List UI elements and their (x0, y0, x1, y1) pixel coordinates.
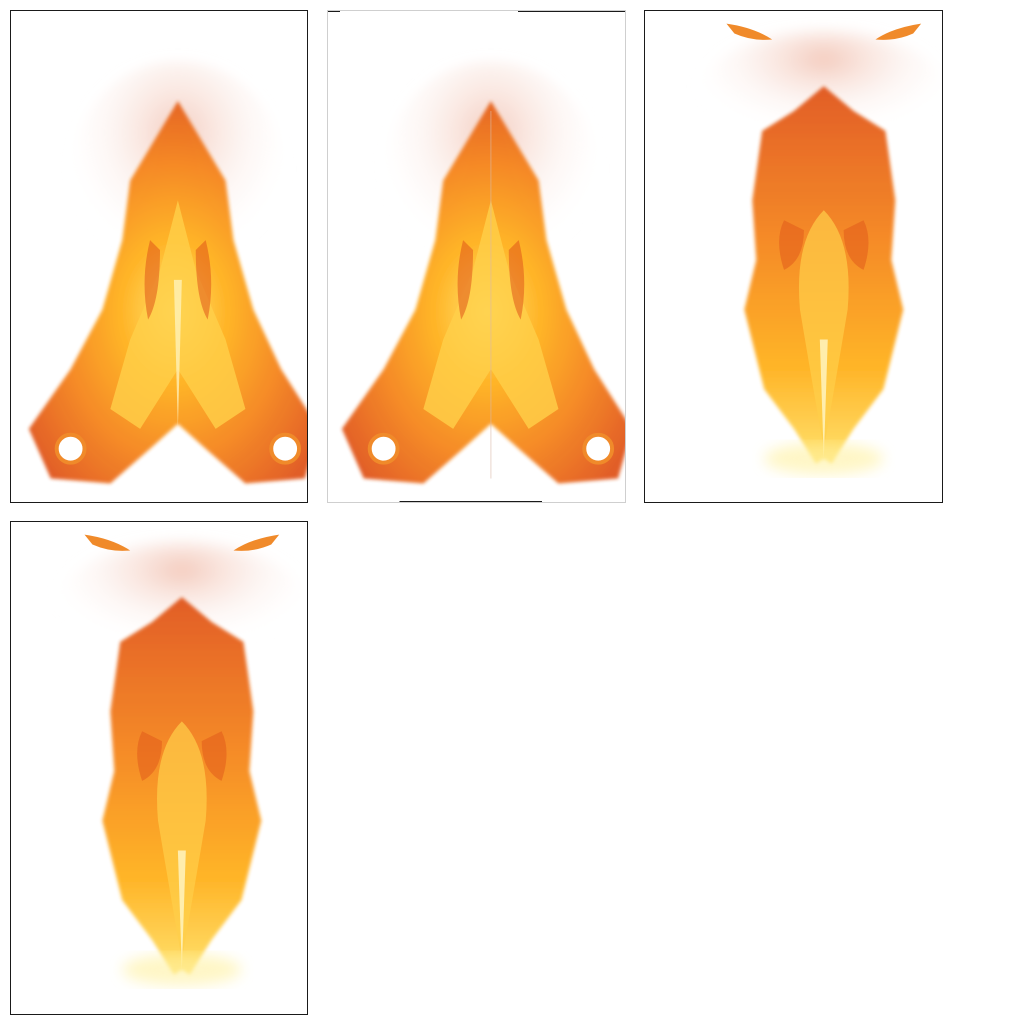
frame-bottom-edge (328, 501, 625, 502)
frame-top-edge (328, 11, 625, 12)
flame-wide-graphic (28, 61, 307, 484)
flame-image-2[interactable] (327, 10, 626, 503)
flame-wide-graphic (341, 61, 625, 484)
flame-tall-graphic (694, 23, 942, 475)
flame-image-1[interactable] (10, 10, 308, 503)
flame-tall-graphic (52, 534, 307, 986)
flame-image-3[interactable] (644, 10, 943, 503)
flame-image-4[interactable] (10, 521, 308, 1015)
